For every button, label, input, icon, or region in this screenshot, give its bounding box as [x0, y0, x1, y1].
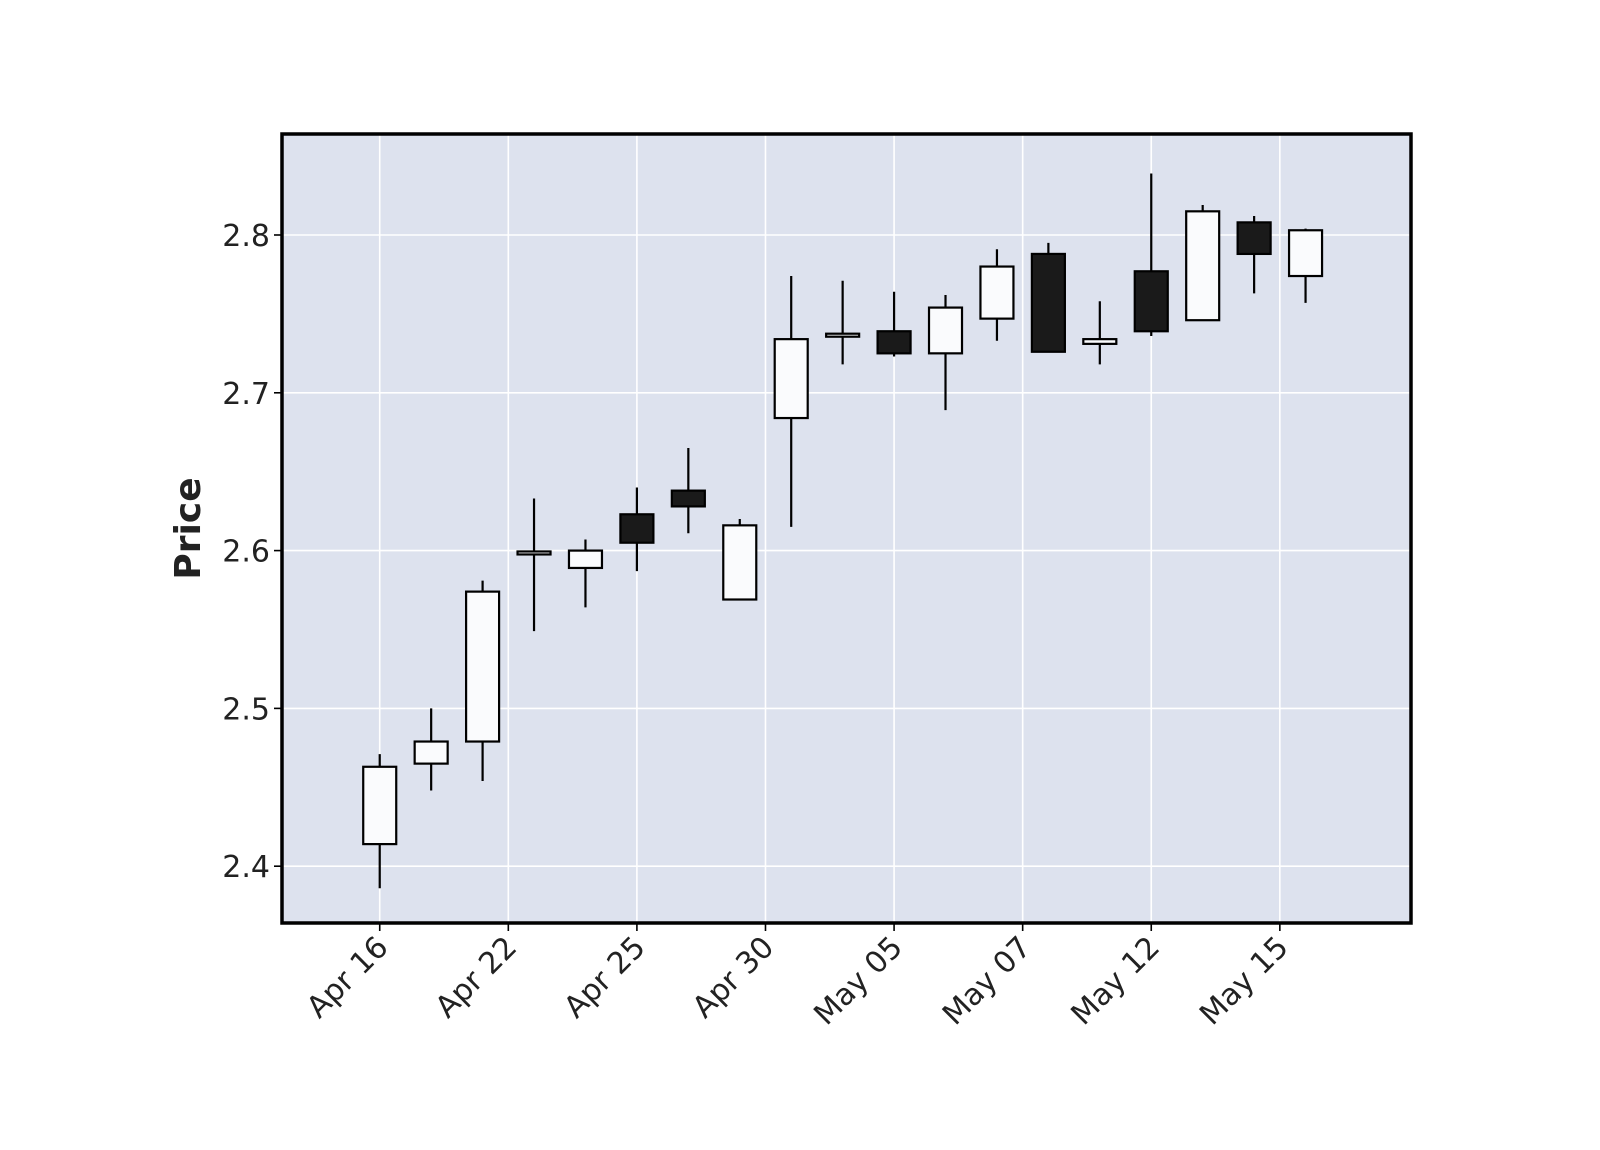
x-tick-label: Apr 16	[300, 930, 395, 1025]
candle	[619, 487, 655, 572]
y-tick-label: 2.6	[222, 535, 270, 570]
candle	[825, 280, 861, 365]
candle	[1236, 216, 1272, 294]
x-tick-label: Apr 30	[686, 930, 781, 1025]
y-axis-ticks: 2.4 2.5 2.6 2.7 2.8	[222, 219, 282, 885]
y-axis-label: Price	[168, 477, 209, 579]
candle-body	[1185, 210, 1221, 322]
y-tick-label: 2.5	[222, 692, 270, 727]
candle-body	[1236, 221, 1272, 256]
candle-body	[464, 590, 501, 743]
plot-area	[282, 134, 1411, 923]
candle-body	[979, 265, 1015, 320]
candle-body	[619, 513, 655, 544]
x-tick-label: May 07	[936, 930, 1038, 1032]
candle	[876, 291, 912, 357]
x-axis-ticks: Apr 16 Apr 22 Apr 25 Apr 30 May 05 May 07 May …	[300, 923, 1295, 1032]
candle	[567, 539, 604, 608]
candle-body	[1030, 252, 1066, 353]
x-tick-label: Apr 22	[429, 930, 524, 1025]
candle	[1287, 228, 1324, 303]
x-tick-label: Apr 25	[557, 930, 652, 1025]
candle	[670, 448, 706, 534]
candle	[516, 498, 552, 632]
y-tick-label: 2.4	[222, 850, 270, 885]
candle	[722, 519, 758, 601]
candle-body	[362, 765, 398, 846]
candle-body	[1082, 338, 1118, 345]
candle-body	[722, 524, 758, 601]
candle-body	[1133, 270, 1169, 333]
candle	[1133, 173, 1169, 336]
candle-body	[773, 338, 809, 420]
candle	[979, 249, 1015, 341]
candle	[927, 294, 964, 411]
candle	[413, 708, 449, 791]
x-tick-label: May 15	[1193, 930, 1295, 1032]
candle-body	[413, 740, 449, 765]
candle	[464, 580, 501, 781]
candle-body	[825, 332, 861, 338]
candles	[362, 173, 1324, 889]
candle-body	[516, 550, 552, 556]
plot-frame	[280, 132, 1413, 925]
candle	[362, 754, 398, 889]
y-tick-label: 2.8	[222, 219, 270, 254]
candle	[773, 276, 809, 527]
y-tick-label: 2.7	[222, 377, 270, 412]
grid-lines	[282, 134, 1411, 923]
candle-body	[876, 330, 912, 355]
candle-body	[927, 306, 964, 355]
x-tick-label: May 05	[807, 930, 909, 1032]
candle-body	[670, 489, 706, 508]
candle-body	[1287, 229, 1324, 278]
x-tick-label: May 12	[1065, 930, 1167, 1032]
candle	[1030, 242, 1066, 353]
candle-body	[567, 549, 604, 570]
candle	[1082, 301, 1118, 365]
candle	[1185, 205, 1221, 322]
